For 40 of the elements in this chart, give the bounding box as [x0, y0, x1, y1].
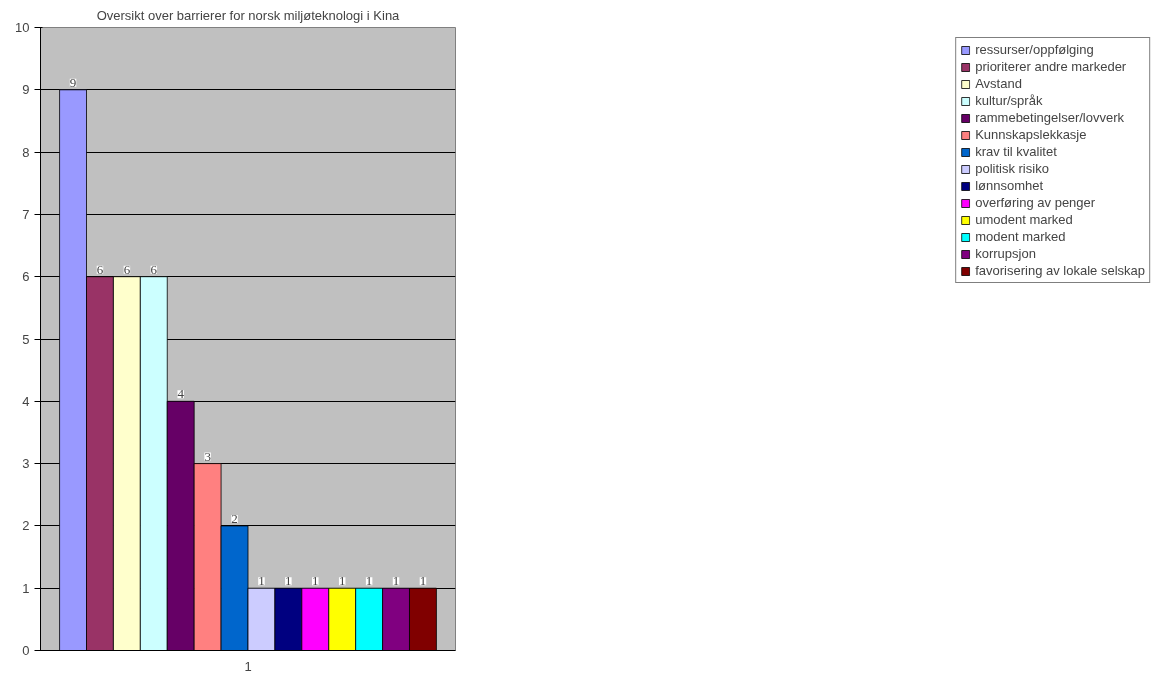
legend-label: kultur/språk: [975, 93, 1043, 108]
legend-label: rammebetingelser/lovverk: [975, 110, 1125, 125]
data-label: 1: [312, 573, 319, 589]
data-label: 6: [123, 261, 131, 277]
y-tick-label: 10: [15, 20, 30, 35]
legend-label: Avstand: [975, 76, 1022, 91]
y-tick-label: 5: [22, 331, 30, 347]
y-tick-label: 9: [22, 82, 30, 98]
y-tick-label: 0: [22, 643, 30, 658]
legend-label: Kunnskapslekkasje: [975, 127, 1087, 142]
legend-label: krav til kvalitet: [975, 144, 1057, 159]
data-label: 4: [177, 386, 185, 402]
data-label: 6: [96, 261, 104, 277]
y-tick-label: 1: [22, 580, 30, 596]
y-tick-label: 3: [22, 456, 30, 472]
legend-label: prioriterer andre markeder: [975, 59, 1127, 74]
data-label: 9: [69, 74, 77, 90]
y-tick-label: 7: [22, 206, 30, 222]
data-label: 3: [204, 448, 211, 464]
data-label: 1: [365, 573, 373, 589]
y-tick-label: 4: [22, 393, 30, 409]
legend-label: modent marked: [975, 229, 1066, 244]
legend-label: politisk risiko: [975, 161, 1049, 176]
legend-label: lønnsomhet: [975, 178, 1044, 193]
data-label: 1: [419, 573, 427, 589]
y-tick-label: 2: [22, 518, 30, 534]
y-tick-label: 6: [22, 269, 30, 285]
data-label: 1: [392, 573, 400, 589]
legend-label: favorisering av lokale selskap: [975, 263, 1145, 278]
data-label: 2: [231, 510, 238, 526]
data-label: 6: [150, 261, 158, 277]
chart-title: Oversikt over barrierer for norsk miljøteknologi i Kina: [96, 7, 401, 23]
data-label: 1: [338, 573, 346, 589]
data-label: 1: [285, 573, 292, 589]
legend-label: umodent marked: [975, 212, 1073, 227]
legend-label: overføring av penger: [975, 195, 1096, 210]
legend-label: ressurser/oppfølging: [975, 42, 1094, 57]
legend-label: korrupsjon: [975, 246, 1036, 261]
data-label: 1: [258, 573, 265, 589]
y-tick-label: 8: [22, 144, 30, 160]
